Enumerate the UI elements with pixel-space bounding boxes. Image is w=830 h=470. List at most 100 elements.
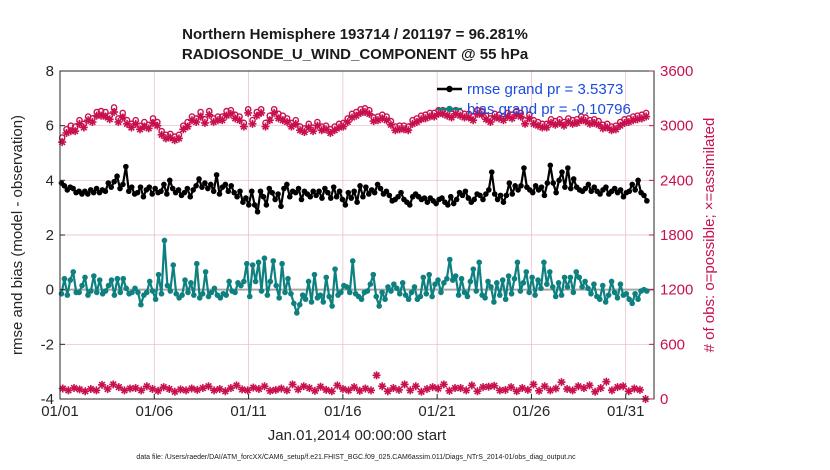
bias-point-1 [61, 275, 68, 282]
bias-point-13 [96, 277, 103, 283]
assimilated-point-28 [179, 125, 188, 134]
obs_count_low-point-23 [187, 384, 196, 393]
bias-point-149 [496, 292, 503, 298]
bias-point-165 [544, 281, 550, 288]
assimilated-point-44 [248, 119, 257, 128]
bias-point-46 [193, 260, 200, 267]
obs_count_low-point-100 [619, 382, 628, 391]
bias-point-71 [267, 278, 274, 285]
obs_count_low-point-60 [394, 385, 403, 394]
obs_count_low-point-9 [109, 380, 118, 389]
obs_count_low-point-103 [635, 385, 644, 394]
rmse-point-155 [512, 183, 518, 189]
bias-point-37 [167, 288, 174, 294]
obs_count_low-point-41 [288, 380, 297, 389]
rmse-point-102 [357, 183, 363, 189]
bias-point-188 [611, 289, 618, 296]
obs_count_low-point-74 [473, 387, 482, 396]
bias-point-82 [299, 292, 306, 298]
legend-bias-marker [446, 105, 453, 113]
rmse-point-179 [582, 185, 589, 192]
bias-point-22 [123, 285, 129, 292]
rmse-point-111 [383, 188, 390, 195]
bias-point-137 [461, 289, 468, 296]
rmse-point-71 [266, 185, 273, 192]
bias-point-30 [146, 278, 153, 285]
rmse-point-180 [585, 181, 592, 188]
bias-point-156 [517, 288, 524, 294]
rmse-point-42 [181, 189, 188, 196]
obs_count_low-point-15 [142, 382, 151, 391]
obs_count_low-point-56 [372, 371, 381, 380]
rmse-point-148 [491, 191, 498, 197]
rmse-point-103 [360, 193, 366, 200]
rmse-point-115 [395, 193, 401, 200]
rmse-point-143 [477, 192, 483, 199]
bias-point-151 [502, 296, 509, 303]
rmse-point-77 [284, 181, 290, 188]
rmse-point-12 [93, 185, 100, 192]
rmse-point-69 [260, 193, 267, 200]
rmse-point-35 [161, 181, 167, 188]
x-tick-label-4: 01/21 [418, 403, 456, 420]
bias-point-169 [555, 280, 562, 286]
legend-rmse-label: rmse grand pr = 3.5373 [467, 81, 623, 98]
rmse-point-45 [190, 187, 196, 193]
rmse-point-91 [325, 189, 331, 196]
rmse-point-146 [486, 187, 492, 193]
rmse-point-78 [286, 193, 293, 200]
rmse-point-76 [281, 185, 287, 192]
bias-point-160 [529, 274, 535, 281]
bias-point-115 [396, 290, 403, 297]
rmse-point-22 [123, 163, 129, 170]
bias-point-62 [241, 278, 247, 285]
bias-point-177 [579, 284, 585, 290]
obs_count_low-point-26 [204, 382, 213, 391]
y-right-tick-label-0: 0 [660, 391, 668, 408]
bias-point-178 [582, 278, 588, 285]
bias-point-181 [591, 281, 597, 288]
rmse-point-171 [559, 169, 565, 175]
rmse-point-85 [307, 193, 314, 200]
assimilated-point-49 [270, 108, 279, 117]
bias-point-168 [552, 293, 559, 300]
y-right-tick-label-1: 600 [660, 336, 685, 353]
bias-point-76 [282, 289, 288, 296]
legend-bias-label: bias grand pr = -0.10796 [467, 101, 631, 118]
rmse-point-53 [213, 172, 220, 178]
bias-point-88 [317, 292, 324, 298]
rmse-point-173 [565, 165, 571, 171]
bias-point-43 [185, 289, 191, 296]
rmse-point-90 [322, 185, 328, 192]
bias-point-117 [402, 292, 409, 298]
obs_count_low-point-102 [630, 384, 639, 393]
rmse-point-98 [345, 189, 352, 196]
bias-point-186 [605, 292, 612, 298]
bias-point-90 [323, 274, 330, 281]
assimilated-point-31 [192, 118, 201, 127]
obs_count_low-point-86 [540, 382, 549, 391]
bias-point-12 [93, 289, 100, 296]
obs_count_low-point-2 [70, 384, 79, 393]
obs_count_low-point-46 [316, 382, 325, 391]
bias-point-179 [585, 285, 591, 292]
bias-point-68 [258, 288, 265, 294]
bias-point-130 [441, 280, 447, 286]
bias-point-135 [455, 292, 462, 298]
obs_count_low-point-69 [445, 386, 454, 395]
bias-point-184 [599, 282, 606, 289]
rmse-point-105 [366, 191, 372, 197]
rmse-point-47 [196, 176, 202, 182]
rmse-point-36 [164, 191, 170, 197]
rmse-point-97 [342, 202, 349, 208]
bias-point-17 [108, 277, 115, 283]
obs_count_low-point-50 [338, 384, 347, 393]
assimilated-point-135 [642, 112, 651, 121]
bias-point-104 [364, 288, 371, 294]
obs_count_low-point-67 [434, 384, 443, 393]
bias-point-102 [358, 296, 365, 303]
rmse-point-194 [626, 188, 633, 195]
obs_count_low-point-90 [563, 384, 572, 393]
obs_count_low-point-49 [333, 381, 342, 390]
rmse-point-130 [439, 195, 445, 201]
